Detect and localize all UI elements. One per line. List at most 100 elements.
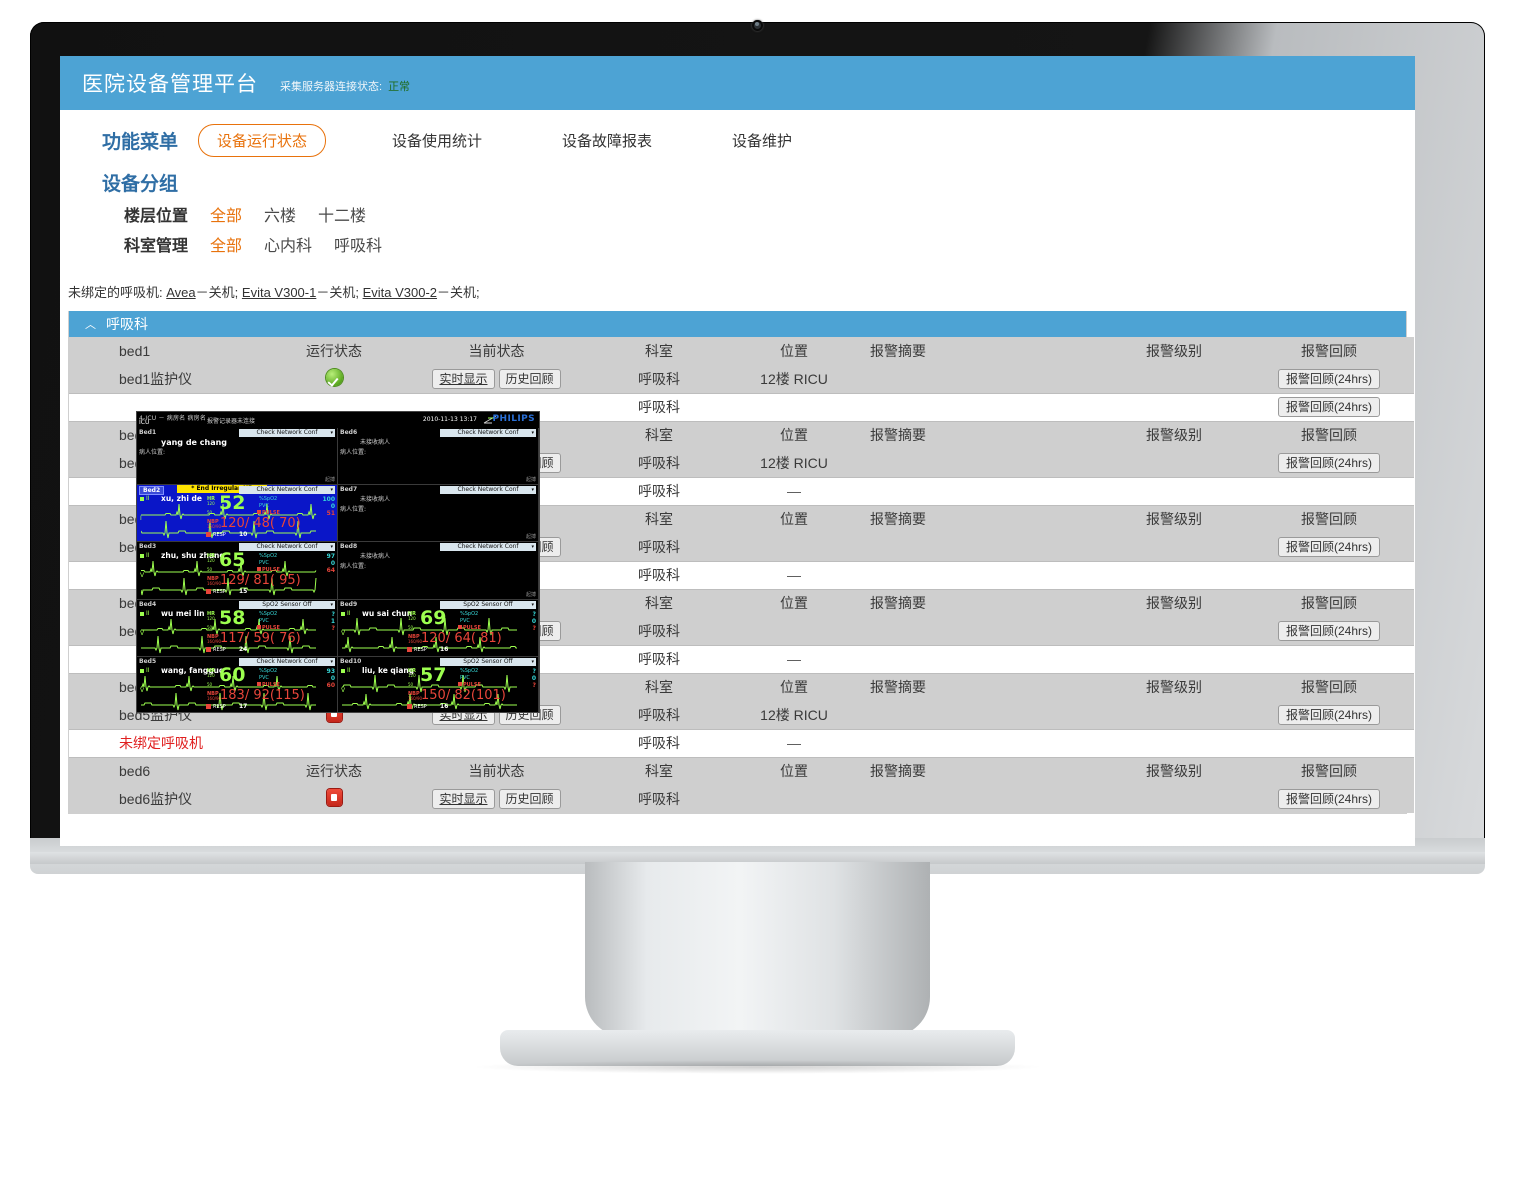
table-row[interactable]: bed1监护仪 实时显示 历史回顾 呼吸科 12楼 RICU 报警回顾(24hrs… bbox=[69, 365, 1414, 393]
alarm-review-cell: 报警回顾(24hrs) bbox=[1244, 533, 1414, 561]
spo2-value: 100 bbox=[322, 496, 335, 504]
chevron-down-icon[interactable]: ▾ bbox=[330, 601, 333, 608]
chevron-down-icon[interactable]: ▾ bbox=[531, 544, 534, 551]
chevron-down-icon[interactable]: ▾ bbox=[531, 487, 534, 494]
monitor-bed-cell[interactable]: Bed4 SpO2 Sensor Off ▾ wu mei lin II V HR 1… bbox=[137, 599, 338, 657]
alarm-review-24h-button[interactable]: 报警回顾(24hrs) bbox=[1277, 397, 1380, 417]
monitor-bed-id: Bed3 bbox=[139, 543, 157, 551]
alarm-review-24h-button[interactable]: 报警回顾(24hrs) bbox=[1277, 452, 1380, 473]
unbound-link-evita-v300-1[interactable]: Evita V300-1 bbox=[241, 285, 317, 300]
hr-label: HR bbox=[207, 496, 216, 503]
monitor-bed-cell[interactable]: Bed7 Check Network Conf ▾ 未接收病人 病人位置: 起搏 bbox=[338, 485, 539, 543]
history-review-button[interactable]: 历史回顾 bbox=[498, 789, 561, 809]
department-section-header[interactable]: ︿ 呼吸科 bbox=[69, 311, 1406, 337]
spo2-label: %SpO2 bbox=[259, 667, 278, 674]
table-row[interactable]: bed6监护仪 实时显示 历史回顾 呼吸科 报警回顾(24hrs) bbox=[69, 785, 1414, 813]
chevron-down-icon[interactable]: ▾ bbox=[330, 544, 333, 551]
monitor-config-dropdown[interactable]: Check Network Conf ▾ bbox=[239, 429, 335, 437]
alarm-review-cell: 报警回顾(24hrs) bbox=[1244, 449, 1414, 477]
monitor-config-dropdown[interactable]: Check Network Conf ▾ bbox=[239, 486, 335, 495]
filter-department-option-resp[interactable]: 呼吸科 bbox=[334, 238, 383, 255]
unbound-link-avea[interactable]: Avea bbox=[166, 285, 196, 300]
alarm-review-24h-button[interactable]: 报警回顾(24hrs) bbox=[1277, 536, 1380, 557]
monitor-bed-cell[interactable]: Bed2 * End Irregular HR Check Network Conf… bbox=[137, 485, 338, 543]
monitor-config-dropdown[interactable]: Check Network Conf ▾ bbox=[440, 486, 536, 495]
filter-floor-option-12f[interactable]: 十二楼 bbox=[318, 208, 367, 225]
lead-marker-icon bbox=[341, 668, 345, 673]
pulse-marker-icon bbox=[257, 681, 261, 686]
spo2-label: %SpO2 bbox=[259, 610, 278, 617]
history-review-button[interactable]: 历史回顾 bbox=[498, 368, 561, 389]
unbound-link-evita-v300-2[interactable]: Evita V300-2 bbox=[362, 285, 438, 300]
chevron-down-icon[interactable]: ▾ bbox=[330, 658, 333, 665]
chevron-down-icon[interactable]: ▾ bbox=[531, 430, 534, 436]
ecg-trace-1 bbox=[137, 614, 317, 636]
filter-floor-option-6f[interactable]: 六楼 bbox=[264, 208, 297, 225]
unbound-ventilator-notice: 未绑定的呼吸机: Avea－关机; Evita V300-1－关机; Evita… bbox=[68, 282, 1415, 301]
alarm-review-24h-button[interactable]: 报警回顾(24hrs) bbox=[1277, 620, 1380, 641]
alarm-review-24h-button[interactable]: 报警回顾(24hrs) bbox=[1277, 368, 1380, 389]
monitor-bed-cell[interactable]: Bed1 Check Network Conf ▾ yang de chang 病人位… bbox=[137, 428, 338, 486]
hr-lower-limit: 50 bbox=[207, 567, 213, 573]
live-display-button[interactable]: 实时显示 bbox=[432, 368, 495, 389]
chevron-up-icon[interactable]: ︿ bbox=[85, 319, 96, 331]
pvc-label: PVC bbox=[259, 560, 269, 567]
alarm-review-24h-button[interactable]: 报警回顾(24hrs) bbox=[1277, 789, 1380, 809]
department-section-label: 呼吸科 bbox=[106, 316, 148, 332]
monitor-patient-name: xu, zhi de bbox=[161, 494, 202, 504]
ventilator-alarm-summary bbox=[854, 728, 1104, 758]
philips-monitor-overlay[interactable]: 4-ICU － 病房名 病房名 ICU 报警记录器未连接 2010-11-13 … bbox=[136, 411, 540, 713]
alarm-summary-cell bbox=[854, 449, 1104, 477]
alarm-level-cell bbox=[1104, 617, 1244, 645]
pulse-value: ? bbox=[331, 624, 335, 632]
nbp-value: 183/ 92(115) bbox=[220, 687, 305, 703]
monitor-config-dropdown[interactable]: Check Network Conf ▾ bbox=[440, 543, 536, 552]
monitor-config-dropdown[interactable]: SpO2 Sensor Off ▾ bbox=[239, 600, 335, 609]
col-department: 科室 bbox=[645, 679, 673, 696]
alarm-summary-cell bbox=[854, 785, 1104, 813]
ecg-trace-2 bbox=[137, 519, 317, 541]
chevron-down-icon[interactable]: ▾ bbox=[330, 487, 333, 494]
monitor-bed-cell[interactable]: Bed3 Check Network Conf ▾ zhu, shu zhang II… bbox=[137, 542, 338, 600]
bed-label: bed6 bbox=[119, 763, 151, 780]
tab-device-maintenance[interactable]: 设备维护 bbox=[732, 133, 793, 150]
monitor-config-dropdown[interactable]: Check Network Conf ▾ bbox=[239, 657, 335, 666]
tab-device-run-status[interactable]: 设备运行状态 bbox=[198, 124, 327, 157]
monitor-bed-grid: Bed1 Check Network Conf ▾ yang de chang 病人位… bbox=[137, 428, 539, 712]
live-display-button[interactable]: 实时显示 bbox=[432, 789, 495, 809]
col-run-status: 运行状态 bbox=[306, 343, 362, 359]
monitor-bed-cell[interactable]: Bed6 Check Network Conf ▾ 未接收病人 病人位置: 起搏 bbox=[338, 428, 539, 486]
tab-device-usage-stats[interactable]: 设备使用统计 bbox=[392, 133, 483, 150]
monitor-patient-location-label: 病人位置: bbox=[340, 449, 367, 456]
alarm-review-24h-button[interactable]: 报警回顾(24hrs) bbox=[1277, 704, 1380, 725]
monitor-stand-neck bbox=[585, 862, 930, 1037]
chevron-down-icon[interactable]: ▾ bbox=[330, 430, 333, 436]
monitor-config-dropdown[interactable]: SpO2 Sensor Off ▾ bbox=[440, 600, 536, 609]
filter-department-option-all[interactable]: 全部 bbox=[210, 238, 243, 255]
monitor-bed-cell[interactable]: Bed10 SpO2 Sensor Off ▾ liu, ke qiang II V … bbox=[338, 656, 539, 712]
device-name: bed1监护仪 bbox=[119, 370, 193, 387]
current-status-cell: 实时显示历史回顾 bbox=[409, 365, 584, 393]
monitor-config-dropdown[interactable]: Check Network Conf ▾ bbox=[440, 429, 536, 437]
nbp-limits: 160/90 bbox=[207, 581, 222, 587]
ventilator-alarm-summary bbox=[854, 392, 1104, 422]
filter-department-option-cardio[interactable]: 心内科 bbox=[264, 238, 313, 255]
chevron-down-icon[interactable]: ▾ bbox=[531, 601, 534, 608]
monitor-lead-1-label: II bbox=[347, 609, 351, 617]
nbp-label: NBP bbox=[207, 519, 219, 526]
pulse-value: ? bbox=[532, 681, 536, 689]
chevron-down-icon[interactable]: ▾ bbox=[531, 658, 534, 665]
alarm-level-cell bbox=[1104, 785, 1244, 813]
ventilator-row[interactable]: 未绑定呼吸机 呼吸科 — bbox=[69, 728, 1414, 758]
monitor-bed-cell[interactable]: Bed5 Check Network Conf ▾ wang, fangguo II … bbox=[137, 656, 338, 712]
col-alarm-summary: 报警摘要 bbox=[870, 679, 926, 696]
monitor-config-dropdown[interactable]: SpO2 Sensor Off ▾ bbox=[440, 657, 536, 666]
filter-floor-option-all[interactable]: 全部 bbox=[210, 208, 243, 225]
app-header: 医院设备管理平台 采集服务器连接状态: 正常 bbox=[60, 56, 1415, 110]
monitor-bed-cell[interactable]: Bed9 SpO2 Sensor Off ▾ wu sai chun II V HR … bbox=[338, 599, 539, 657]
tab-device-fault-report[interactable]: 设备故障报表 bbox=[562, 133, 653, 150]
web-app: 医院设备管理平台 采集服务器连接状态: 正常 功能菜单 设备运行状态 设备使用统… bbox=[60, 56, 1415, 846]
monitor-config-dropdown[interactable]: Check Network Conf ▾ bbox=[239, 543, 335, 552]
col-alarm-summary: 报警摘要 bbox=[870, 427, 926, 444]
monitor-bed-cell[interactable]: Bed8 Check Network Conf ▾ 未接收病人 病人位置: 起搏 bbox=[338, 542, 539, 600]
